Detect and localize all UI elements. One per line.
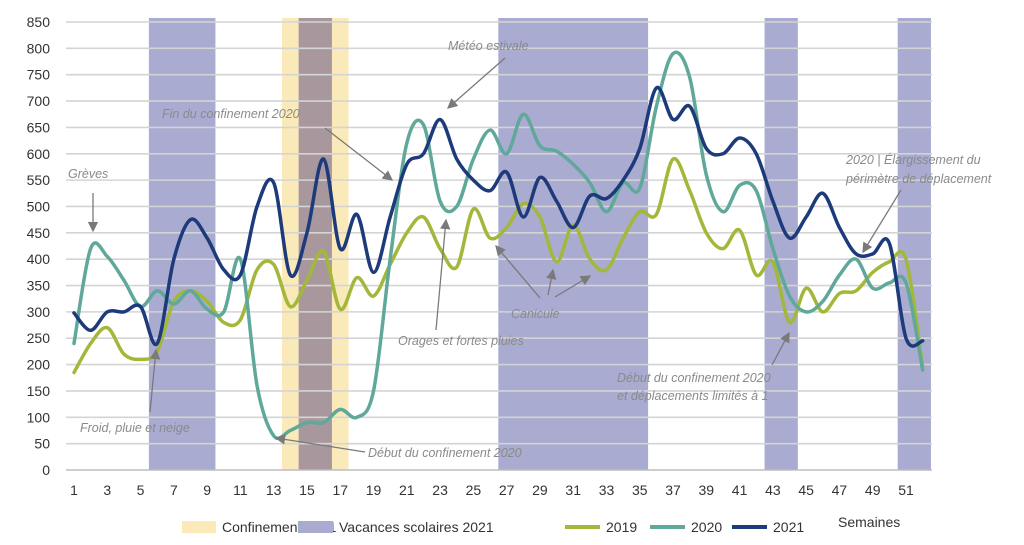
arrow-elarg xyxy=(862,189,902,254)
arrow-froid xyxy=(149,348,161,413)
annotation-orages: Orages et fortes pluies xyxy=(398,334,524,348)
x-tick-label: 51 xyxy=(898,482,914,498)
x-tick-label: 23 xyxy=(432,482,448,498)
arrow-canicule-1 xyxy=(495,245,541,299)
y-tick-label: 450 xyxy=(27,225,51,241)
annotation-elarg-line2: périmètre de déplacement xyxy=(845,172,992,186)
annotation-froid: Froid, pluie et neige xyxy=(80,421,190,435)
x-tick-label: 15 xyxy=(299,482,315,498)
annotation-debut2-line1: Début du confinement 2020 xyxy=(617,371,771,385)
arrow-canicule-3 xyxy=(554,275,592,298)
legend-swatch-confinement xyxy=(182,521,216,533)
y-tick-label: 0 xyxy=(42,462,50,478)
annotation-fin-confinement: Fin du confinement 2020 xyxy=(162,107,300,121)
band-vacances xyxy=(764,18,798,470)
legend-2019: 2019 xyxy=(606,519,637,535)
x-tick-label: 21 xyxy=(399,482,415,498)
annotation-elarg-line1: 2020 | Élargissement du xyxy=(845,152,981,167)
y-tick-label: 750 xyxy=(27,67,51,83)
x-tick-label: 45 xyxy=(798,482,814,498)
y-tick-label: 400 xyxy=(27,251,51,267)
arrow-orages xyxy=(435,218,451,331)
x-tick-label: 25 xyxy=(466,482,482,498)
x-tick-label: 13 xyxy=(266,482,282,498)
x-tick-label: 27 xyxy=(499,482,515,498)
y-tick-label: 800 xyxy=(27,40,51,56)
x-axis: 1 3 5 7 9 11 13 15 17 19 21 23 25 27 29 31 33 35 37 39 41 43 4… xyxy=(70,482,914,498)
x-tick-label: 5 xyxy=(137,482,145,498)
x-tick-label: 43 xyxy=(765,482,781,498)
series-line-2020 xyxy=(72,50,925,441)
y-tick-label: 550 xyxy=(27,172,51,188)
arrow-canicule-2 xyxy=(546,268,557,296)
y-tick-label: 250 xyxy=(27,330,51,346)
legend-swatch-vacances xyxy=(298,521,333,533)
x-tick-label: 19 xyxy=(366,482,382,498)
bands xyxy=(148,18,931,470)
x-tick-label: 47 xyxy=(832,482,848,498)
x-tick-label: 3 xyxy=(103,482,111,498)
y-tick-label: 600 xyxy=(27,146,51,162)
band-vacances xyxy=(897,18,931,470)
x-tick-label: 39 xyxy=(699,482,715,498)
y-tick-label: 850 xyxy=(27,14,51,30)
arrow-meteo xyxy=(447,57,506,109)
annotation-debut-confinement: Début du confinement 2020 xyxy=(368,446,522,460)
legend-vacances: Vacances scolaires 2021 xyxy=(339,519,494,535)
annotation-debut2-line2: et déplacements limités à 1 xyxy=(617,389,768,403)
x-axis-label: Semaines xyxy=(838,514,900,530)
series-lines xyxy=(72,50,925,441)
band-vacances xyxy=(498,18,649,470)
annotation-canicule: Canicule xyxy=(511,307,560,321)
x-tick-label: 49 xyxy=(865,482,881,498)
x-tick-label: 11 xyxy=(233,482,248,498)
x-tick-label: 41 xyxy=(732,482,748,498)
arrow-fin xyxy=(324,127,394,181)
annotation-texts: Grèves Froid, pluie et neige Fin du conf… xyxy=(68,39,992,460)
y-tick-label: 200 xyxy=(27,357,51,373)
x-tick-label: 35 xyxy=(632,482,648,498)
band-vacances xyxy=(148,18,216,470)
gridlines xyxy=(66,21,932,471)
y-tick-label: 650 xyxy=(27,119,51,135)
legend-2020: 2020 xyxy=(691,519,722,535)
legend-2021: 2021 xyxy=(773,519,804,535)
x-tick-label: 1 xyxy=(70,482,78,498)
y-tick-label: 50 xyxy=(34,436,50,452)
annotations xyxy=(87,57,902,453)
series-line-2021 xyxy=(72,85,925,348)
y-tick-label: 500 xyxy=(27,198,51,214)
x-tick-label: 17 xyxy=(332,482,348,498)
y-tick-label: 300 xyxy=(27,304,51,320)
x-tick-label: 33 xyxy=(599,482,615,498)
arrow-debut xyxy=(274,434,366,453)
y-tick-label: 350 xyxy=(27,278,51,294)
x-tick-label: 29 xyxy=(532,482,548,498)
annotation-meteo: Météo estivale xyxy=(448,39,529,53)
y-axis: 0 50 100 150 200 250 300 350 400 450 500 550 600 650 7… xyxy=(27,14,51,478)
y-tick-label: 700 xyxy=(27,93,51,109)
x-tick-label: 9 xyxy=(203,482,211,498)
y-tick-label: 150 xyxy=(27,383,51,399)
x-tick-label: 31 xyxy=(565,482,581,498)
annotation-greves: Grèves xyxy=(68,167,108,181)
arrow-debut2 xyxy=(771,331,790,366)
legend: Confinement 2021 Vacances scolaires 2021… xyxy=(182,514,900,535)
x-tick-label: 37 xyxy=(665,482,681,498)
y-tick-label: 100 xyxy=(27,409,51,425)
x-tick-label: 7 xyxy=(170,482,178,498)
